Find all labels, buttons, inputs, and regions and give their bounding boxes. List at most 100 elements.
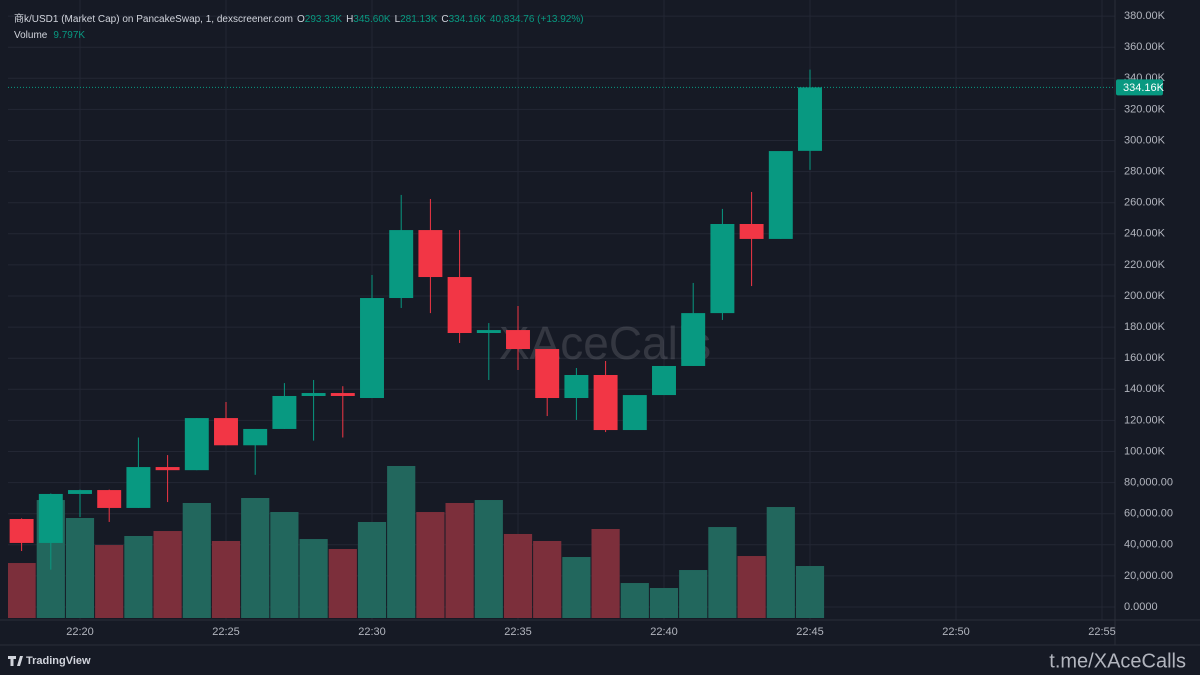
- candle-body: [389, 230, 414, 299]
- volume-bar: [649, 588, 679, 618]
- volume-bar: [562, 557, 591, 618]
- volume-key: Volume: [14, 30, 48, 41]
- x-tick-label: 22:25: [212, 626, 240, 638]
- x-tick-label: 22:20: [66, 626, 94, 638]
- candle-body: [126, 467, 151, 508]
- footer-link[interactable]: t.me/XAceCalls: [1049, 650, 1186, 672]
- x-tick-label: 22:55: [1088, 626, 1116, 638]
- y-tick-label: 160.00K: [1124, 352, 1166, 364]
- x-tick-label: 22:50: [942, 626, 970, 638]
- last-price-label: 334.16K: [1123, 82, 1165, 94]
- candle-body: [68, 490, 92, 494]
- axes: 0.0000 20,000.00 40,000.00 60,000.00 80,000.…: [0, 0, 1200, 646]
- candle-body: [593, 374, 618, 431]
- y-tick-label: 220.00K: [1124, 259, 1166, 271]
- y-tick-label: 60,000.00: [1124, 508, 1173, 520]
- y-tick-label: 320.00K: [1124, 103, 1166, 115]
- x-tick-label: 22:40: [650, 626, 678, 638]
- volume-bar: [328, 549, 357, 618]
- candle-body: [476, 330, 501, 334]
- candle-body: [652, 365, 676, 396]
- candle-body: [710, 224, 735, 314]
- volume-bar: [124, 536, 153, 618]
- y-tick-label: 380.00K: [1124, 10, 1166, 22]
- y-tick-label: 280.00K: [1124, 166, 1166, 178]
- volume-bar: [95, 545, 124, 618]
- candle-body: [272, 395, 297, 429]
- y-tick-label: 20,000.00: [1124, 570, 1173, 582]
- volume-bar: [795, 566, 825, 618]
- symbol: 商k/USD1 (Market Cap) on PancakeSwap, 1, …: [14, 12, 293, 25]
- volume-bar: [416, 512, 445, 618]
- candle-body: [447, 277, 472, 334]
- brand: TradingView: [8, 655, 91, 667]
- candle-body: [535, 349, 560, 399]
- y-tick-label: 100.00K: [1124, 445, 1166, 457]
- y-tick-label: 260.00K: [1124, 197, 1166, 209]
- watermark: XAceCalls: [499, 317, 711, 369]
- volume-bar: [708, 527, 737, 618]
- volume-bar: [474, 500, 503, 618]
- volume-bar: [503, 533, 533, 618]
- candle-body: [330, 393, 355, 396]
- volume-bar: [533, 540, 562, 618]
- volume-value: 9.797K: [53, 30, 85, 41]
- candle-body: [418, 230, 443, 278]
- candle-body: [564, 374, 589, 399]
- y-tick-label: 120.00K: [1124, 414, 1166, 426]
- y-tick-label: 180.00K: [1124, 321, 1166, 333]
- low-key: L: [395, 14, 401, 25]
- y-tick-label: 140.00K: [1124, 383, 1166, 395]
- candle-body: [360, 298, 384, 399]
- candle-body: [506, 330, 530, 350]
- y-tick-label: 240.00K: [1124, 228, 1166, 240]
- candle-body: [768, 151, 793, 239]
- candle-body: [681, 313, 706, 366]
- volume-bar: [620, 583, 649, 618]
- open-value: 293.33K: [305, 14, 343, 25]
- volume-bar: [737, 556, 766, 618]
- volume-pane: [8, 466, 825, 618]
- volume-bar: [153, 531, 182, 618]
- candle-body: [38, 493, 63, 543]
- volume-bar: [766, 507, 795, 618]
- candle-body: [214, 418, 238, 446]
- x-tick-label: 22:30: [358, 626, 386, 638]
- legend-symbol: 商k/USD1 (Market Cap) on PancakeSwap, 1, …: [14, 12, 584, 25]
- volume-legend: Volume 9.797K: [14, 30, 85, 41]
- candle-body: [9, 518, 34, 543]
- open-key: O: [297, 14, 305, 25]
- candle-body: [155, 467, 180, 471]
- y-tick-label: 80,000.00: [1124, 477, 1173, 489]
- volume-bar: [270, 512, 299, 618]
- volume-bar: [445, 502, 474, 618]
- volume-bar: [182, 502, 211, 618]
- low-value: 281.13K: [400, 14, 438, 25]
- volume-bar: [387, 466, 416, 618]
- last-price-tag: [1116, 79, 1163, 96]
- volume-bar: [8, 563, 36, 618]
- candle-body: [184, 418, 209, 471]
- volume-bar: [591, 528, 620, 618]
- high-key: H: [346, 14, 353, 25]
- candle-body: [97, 490, 122, 508]
- candle-body: [739, 224, 764, 239]
- candle-body: [622, 395, 647, 431]
- volume-bar: [211, 540, 241, 618]
- legend: 商k/USD1 (Market Cap) on PancakeSwap, 1, …: [14, 12, 584, 41]
- volume-bar: [65, 518, 95, 618]
- y-tick-label: 0.0000: [1124, 601, 1158, 613]
- x-tick-label: 22:45: [796, 626, 824, 638]
- y-tick-label: 40,000.00: [1124, 539, 1173, 551]
- close-key: C: [441, 14, 448, 25]
- brand-logo: [8, 656, 23, 666]
- change: 40,834.76 (+13.92%): [490, 14, 584, 25]
- volume-bar: [679, 570, 708, 618]
- y-tick-label: 200.00K: [1124, 290, 1166, 302]
- volume-bar: [299, 539, 328, 618]
- volume-bar: [241, 498, 270, 618]
- volume-bar: [357, 521, 387, 618]
- candle-body: [243, 428, 268, 446]
- y-tick-label: 300.00K: [1124, 134, 1166, 146]
